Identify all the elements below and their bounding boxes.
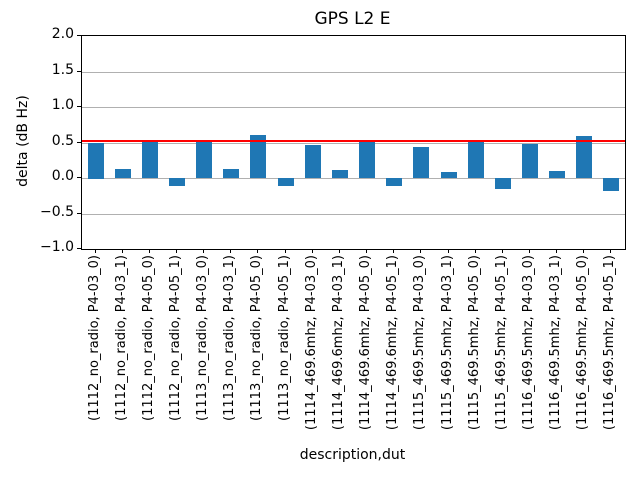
- y-tick-label: 0.5: [51, 133, 74, 149]
- x-tick-mark: [230, 249, 231, 253]
- y-tick-mark: [77, 35, 81, 36]
- x-tick-label: (1114_469.6mhz, P4-03_0): [304, 255, 319, 431]
- x-tick-label: (1113_no_radio, P4-03_0): [195, 255, 210, 421]
- x-tick-mark: [393, 249, 394, 253]
- x-tick-label: (1114_469.6mhz, P4-05_0): [358, 255, 373, 431]
- x-tick-label: (1114_469.6mhz, P4-05_1): [385, 255, 400, 431]
- y-tick-mark: [77, 71, 81, 72]
- bar: [522, 144, 538, 178]
- x-tick-mark: [257, 249, 258, 253]
- x-tick-mark: [475, 249, 476, 253]
- x-tick-mark: [448, 249, 449, 253]
- bar: [332, 170, 348, 178]
- x-tick-mark: [420, 249, 421, 253]
- x-tick-mark: [366, 249, 367, 253]
- x-tick-label: (1115_469.5mhz, P4-05_1): [494, 255, 509, 431]
- y-tick-mark: [77, 142, 81, 143]
- x-axis-label: description,dut: [299, 447, 406, 463]
- y-tick-mark: [77, 248, 81, 249]
- bar: [359, 141, 375, 178]
- bar: [250, 135, 266, 178]
- x-tick-label: (1113_no_radio, P4-05_1): [277, 255, 292, 421]
- y-tick-label: −1.0: [40, 239, 74, 255]
- x-tick-mark: [556, 249, 557, 253]
- x-tick-label: (1116_469.5mhz, P4-05_1): [602, 255, 617, 431]
- bar: [413, 147, 429, 178]
- x-tick-mark: [203, 249, 204, 253]
- x-tick-mark: [583, 249, 584, 253]
- bar: [88, 143, 104, 179]
- bar: [603, 178, 619, 191]
- y-tick-label: 1.0: [51, 97, 74, 113]
- gridline: [82, 177, 625, 179]
- y-tick-label: 0.0: [51, 168, 74, 184]
- threshold-line: [82, 140, 625, 142]
- chart-title: GPS L2 E: [314, 9, 391, 29]
- x-tick-label: (1116_469.5mhz, P4-03_0): [521, 255, 536, 431]
- bar: [386, 178, 402, 186]
- y-tick-mark: [77, 106, 81, 107]
- gridline: [82, 213, 625, 215]
- x-tick-mark: [149, 249, 150, 253]
- bar: [468, 140, 484, 178]
- bar: [305, 145, 321, 178]
- x-tick-label: (1114_469.6mhz, P4-03_1): [331, 255, 346, 431]
- bar: [223, 169, 239, 178]
- y-tick-mark: [77, 177, 81, 178]
- x-tick-label: (1113_no_radio, P4-03_1): [222, 255, 237, 421]
- x-tick-mark: [339, 249, 340, 253]
- bar: [549, 171, 565, 178]
- x-tick-mark: [95, 249, 96, 253]
- gridline: [82, 71, 625, 73]
- bar: [278, 178, 294, 186]
- y-tick-label: 1.5: [51, 62, 74, 78]
- x-tick-label: (1112_no_radio, P4-05_0): [141, 255, 156, 421]
- x-tick-label: (1115_469.5mhz, P4-05_0): [467, 255, 482, 431]
- bar: [142, 140, 158, 178]
- gridline: [82, 106, 625, 108]
- y-tick-label: 2.0: [51, 26, 74, 42]
- x-tick-label: (1115_469.5mhz, P4-03_1): [440, 255, 455, 431]
- x-tick-label: (1112_no_radio, P4-05_1): [168, 255, 183, 421]
- bar: [441, 172, 457, 178]
- x-tick-label: (1113_no_radio, P4-05_0): [249, 255, 264, 421]
- x-tick-label: (1112_no_radio, P4-03_1): [114, 255, 129, 421]
- bar: [495, 178, 511, 189]
- y-tick-mark: [77, 213, 81, 214]
- x-tick-mark: [312, 249, 313, 253]
- x-tick-label: (1115_469.5mhz, P4-03_0): [412, 255, 427, 431]
- y-tick-label: −0.5: [40, 204, 74, 220]
- x-tick-mark: [176, 249, 177, 253]
- bar: [115, 169, 131, 178]
- x-tick-mark: [610, 249, 611, 253]
- x-tick-label: (1112_no_radio, P4-03_0): [87, 255, 102, 421]
- x-tick-mark: [529, 249, 530, 253]
- gridline: [82, 142, 625, 144]
- bar: [196, 140, 212, 178]
- plot-area: [81, 35, 626, 250]
- x-tick-mark: [502, 249, 503, 253]
- bar: [576, 136, 592, 178]
- x-tick-mark: [122, 249, 123, 253]
- x-tick-mark: [285, 249, 286, 253]
- x-tick-label: (1116_469.5mhz, P4-03_1): [548, 255, 563, 431]
- x-tick-label: (1116_469.5mhz, P4-05_0): [575, 255, 590, 431]
- bar: [169, 178, 185, 186]
